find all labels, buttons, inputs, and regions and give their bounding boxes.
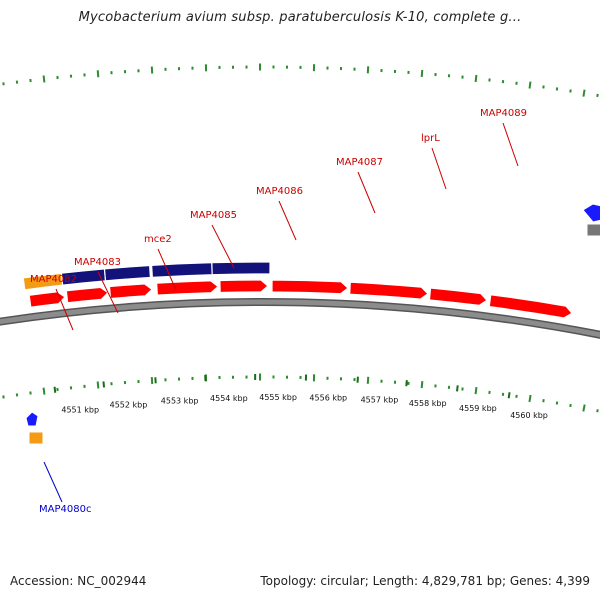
- label-leader-line: [502, 122, 519, 167]
- forward-cds-arrow: [28, 291, 66, 308]
- backbone-fill: [0, 299, 600, 338]
- gc-tick-outer: [596, 93, 599, 98]
- ruler-label: 4557 kbp: [361, 396, 399, 405]
- gc-tick-outer: [420, 69, 424, 77]
- gc-tick-inner: [528, 394, 532, 403]
- gc-tick-inner: [542, 399, 545, 403]
- ruler-label: 4555 kbp: [259, 393, 297, 402]
- ruler-label: 4560 kbp: [510, 411, 548, 420]
- map-title: Mycobacterium avium subsp. paratuberculo…: [78, 10, 522, 25]
- gc-tick-outer: [96, 70, 100, 78]
- gc-tick-inner: [42, 387, 46, 395]
- ruler-label: 4553 kbp: [161, 396, 199, 405]
- topology-summary: Topology: circular; Length: 4,829,781 bp…: [260, 574, 590, 588]
- reverse-cds-arrow: [582, 203, 600, 223]
- label-leader-line: [357, 171, 376, 214]
- ruler-tick: [405, 380, 408, 387]
- feature-track: [22, 203, 600, 445]
- gc-tick-inner: [420, 381, 424, 389]
- ruler-tick: [507, 392, 511, 399]
- gene-labels: MAP4082 MAP4083 mce2 MAP4085 MAP4086 MAP4087 l…: [30, 108, 527, 515]
- accession-text: Accession: NC_002944: [10, 574, 147, 588]
- gene-label: MAP4086: [256, 186, 303, 197]
- gene-label: lprL: [421, 133, 440, 144]
- forward-cds-arrow: [271, 279, 349, 295]
- ruler-tick: [53, 386, 57, 393]
- gc-tick-inner: [596, 409, 599, 413]
- gene-label: MAP4087: [336, 157, 383, 168]
- label-leader-line: [55, 288, 74, 331]
- ruler-label: 4552 kbp: [110, 400, 148, 409]
- gc-tick-inner: [569, 403, 572, 408]
- gc-tick-outer: [42, 75, 46, 83]
- label-leader-line: [431, 147, 447, 190]
- gc-tick-outer: [474, 74, 478, 83]
- forward-cds-arrow: [428, 287, 488, 307]
- label-leader-line: [278, 200, 297, 241]
- gene-label: MAP4082: [30, 274, 77, 285]
- reverse-cds-arrow: [25, 411, 39, 427]
- gc-tick-inner: [582, 404, 586, 412]
- operon-block: [211, 261, 271, 276]
- gene-label: mce2: [144, 234, 172, 245]
- gc-skew-ticks-outer: [2, 63, 599, 98]
- label-leader-line: [97, 271, 119, 314]
- forward-cds-arrow: [108, 283, 153, 300]
- ruler-label: 4556 kbp: [309, 394, 347, 403]
- gc-tick-outer: [582, 89, 586, 97]
- orange-feature-small: [28, 431, 44, 445]
- operon-block: [150, 262, 213, 278]
- forward-cds-arrow: [349, 281, 429, 300]
- ruler-label: 4558 kbp: [409, 399, 447, 408]
- gc-tick-inner: [96, 381, 100, 389]
- gene-label: MAP4085: [190, 210, 237, 221]
- forward-cds-arrow: [219, 279, 269, 294]
- label-leader-line: [157, 248, 177, 291]
- label-leader-line: [211, 224, 235, 269]
- gene-label: MAP4083: [74, 257, 121, 268]
- gene-label: MAP4080c: [39, 504, 91, 515]
- gc-tick-outer: [528, 81, 532, 89]
- ruler-label: 4559 kbp: [459, 404, 497, 413]
- ruler-tick: [102, 381, 106, 388]
- forward-cds-arrow: [488, 294, 573, 319]
- gc-tick-inner: [474, 387, 478, 395]
- genome-backbone: [0, 298, 600, 339]
- operon-block: [103, 264, 152, 282]
- ruler: 4551 kbp 4552 kbp 4553 kbp 4554 kbp 4555 kbp…: [53, 374, 548, 420]
- gray-feature: [586, 223, 600, 237]
- gene-label: MAP4089: [480, 108, 527, 119]
- orange-feature: [22, 272, 64, 291]
- gc-tick-inner: [555, 401, 559, 405]
- ruler-label: 4551 kbp: [61, 406, 99, 415]
- ruler-tick: [456, 385, 459, 392]
- label-leader-line: [43, 461, 63, 503]
- forward-cds-arrow: [65, 286, 109, 304]
- forward-cds-arrow: [156, 280, 219, 296]
- ruler-label: 4554 kbp: [210, 394, 248, 403]
- gc-skew-ticks-inner: [2, 373, 599, 413]
